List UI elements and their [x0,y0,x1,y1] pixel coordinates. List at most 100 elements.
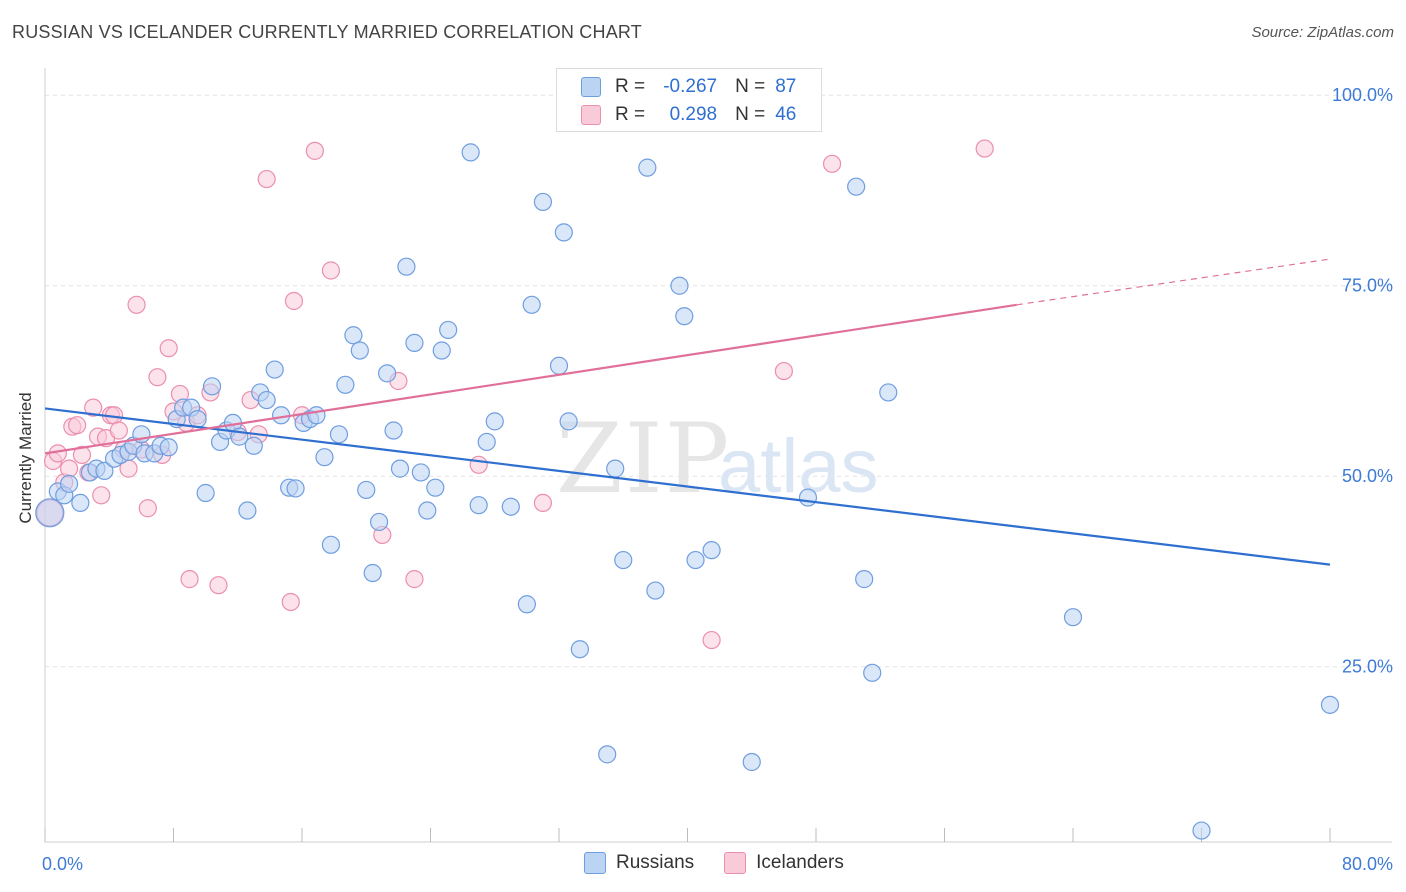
russian-point [426,478,445,497]
icelander-point [127,295,146,314]
russian-point [477,432,496,452]
axes [44,68,1392,843]
russian-point [390,459,410,478]
icelander-point [180,570,199,589]
russian-point [554,223,573,242]
icelander-point [774,361,793,381]
russian-point [265,360,284,379]
y-tick-label: 25.0% [1342,657,1393,677]
legend-item-russians[interactable]: Russians [584,852,694,874]
russian-point [418,501,437,520]
legend-n-value: 46 [775,104,797,125]
russian-point [307,406,326,425]
russian-point [432,341,451,360]
icelander-point [281,592,300,612]
icelander-point [321,261,341,280]
russians-points [35,143,1340,840]
russian-point [238,501,257,520]
legend-label-russians: Russians [616,852,695,873]
legend-r-label: R = [615,104,646,125]
russian-point [742,752,761,772]
russian-point [702,541,721,560]
icelander-point [92,486,111,505]
russian-point [522,295,541,314]
russian-point [646,581,665,600]
icelander-point [822,154,842,173]
russian-point [461,143,480,162]
watermark-zip: ZIP [556,403,731,515]
legend-r-value: -0.267 [663,76,718,97]
legend-r-label: R = [615,76,646,97]
russian-point [533,192,553,212]
source-label: Source: ZipAtlas.com [1251,24,1394,41]
russian-point [501,497,520,516]
legend-n-label: N = [735,104,766,125]
x-tick-label: 0.0% [42,854,83,874]
russian-point [439,320,458,340]
russian-point [879,383,898,402]
russian-point [95,461,114,481]
russian-point [363,563,382,583]
y-tick-label: 75.0% [1342,276,1393,296]
icelander-point [975,139,994,158]
icelander-point [305,141,324,160]
legend-label-icelanders: Icelanders [756,852,844,873]
russian-point [329,425,349,444]
russian-point [614,550,633,570]
russian-point [321,535,341,554]
russian-point [559,412,578,431]
russian-point [315,448,334,467]
russian-point [159,438,178,457]
russian-point [798,488,818,507]
icelander-point [109,421,128,440]
russian-point [863,663,882,682]
series-legend: Russians Icelanders [584,852,874,874]
legend-row-icelanders: R = 0.298 N = 46 [581,101,796,129]
russian-point [257,390,276,410]
legend-row-russians: R = -0.267 N = 87 [581,73,796,101]
russian-point [384,421,403,440]
legend-n-value: 87 [775,76,797,97]
icelander-point [533,493,553,513]
legend-n-label: N = [735,76,766,97]
russian-point [1192,821,1211,840]
legend-item-icelanders[interactable]: Icelanders [724,852,844,874]
icelanders-points [36,139,994,650]
legend-swatch-russians [581,77,601,97]
russian-point [71,493,90,513]
legend-swatch-icelanders [581,105,601,125]
russian-point [378,364,397,383]
russian-point [411,463,430,482]
icelander-point [284,291,304,311]
russian-point [202,377,222,396]
russians-trend-line [44,407,1331,566]
icelander-point [84,398,103,417]
russian-point [188,409,207,429]
watermark-atlas: atlas [718,424,879,509]
icelander-point [72,445,92,465]
russian-point [469,496,488,515]
x-tick-label: 80.0% [1342,854,1393,874]
russian-point [1320,695,1340,714]
russian-point [570,640,589,659]
trend-lines [44,258,1331,566]
legend-r-value: 0.298 [669,104,718,125]
icelanders-trend-line [44,303,1017,455]
russian-point [370,512,389,532]
legend-swatch-russians [584,852,606,874]
icelander-point [209,576,228,595]
russian-point [344,326,363,345]
icelander-point [469,455,488,474]
russian-point [244,436,263,455]
russian-point [59,474,79,493]
chart-title: RUSSIAN VS ICELANDER CURRENTLY MARRIED C… [12,22,642,42]
y-tick-label: 100.0% [1332,85,1393,105]
icelander-point [405,570,424,589]
icelander-point [68,416,87,435]
russian-point [1063,608,1083,627]
russian-point [638,158,657,177]
russian-point [847,177,866,196]
legend-swatch-icelanders [724,852,747,874]
